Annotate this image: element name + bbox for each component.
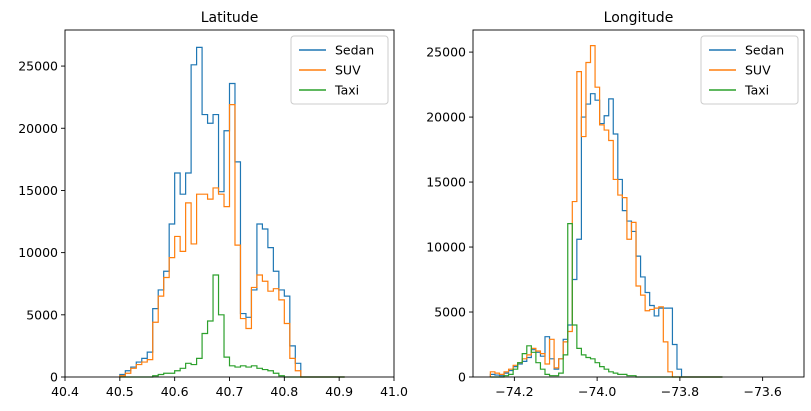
x-tick-label: −74.0 — [578, 384, 616, 399]
x-tick-label: 40.8 — [270, 384, 298, 399]
legend-label-taxi: Taxi — [334, 83, 359, 98]
x-tick-label: −73.6 — [743, 384, 781, 399]
legend-label-suv: SUV — [745, 63, 771, 78]
y-tick-label: 0 — [458, 370, 466, 385]
y-tick-label: 25000 — [426, 45, 466, 60]
y-tick-label: 5000 — [434, 305, 466, 320]
legend: Sedan SUV Taxi — [700, 35, 799, 105]
chart-title-longitude: Longitude — [604, 10, 674, 26]
x-tick-label: 40.9 — [325, 384, 353, 399]
legend-label-sedan: Sedan — [335, 43, 374, 58]
y-tick-label: 20000 — [426, 110, 466, 125]
x-tick-label: 40.5 — [106, 384, 134, 399]
x-tick-label: 40.7 — [216, 384, 244, 399]
longitude-chart: Longitude −74.2 −74.0 −73.8 −73.6 0 5000 10000… — [426, 10, 805, 399]
x-tick-label: 40.4 — [51, 384, 79, 399]
legend-label-taxi: Taxi — [744, 83, 769, 98]
y-tick-label: 10000 — [18, 245, 58, 260]
series-line-sedan — [489, 93, 723, 378]
x-tick-label: −74.2 — [495, 384, 533, 399]
legend: Sedan SUV Taxi — [290, 35, 389, 105]
y-tick-label: 10000 — [426, 240, 466, 255]
plot-frame — [472, 29, 805, 378]
y-tick-label: 20000 — [18, 121, 58, 136]
legend-label-suv: SUV — [335, 63, 361, 78]
chart-title-latitude: Latitude — [201, 10, 259, 26]
y-tick-label: 15000 — [426, 175, 466, 190]
latitude-chart: Latitude 40.4 40.5 40.6 40.7 40.8 40.9 41.0 0 50… — [18, 10, 408, 399]
y-tick-label: 0 — [50, 370, 58, 385]
x-tick-label: 41.0 — [380, 384, 408, 399]
legend-box — [700, 35, 799, 105]
y-tick-label: 15000 — [18, 183, 58, 198]
series-line-suv — [119, 104, 345, 378]
legend-box — [290, 35, 389, 105]
y-tick-label: 5000 — [26, 307, 58, 322]
legend-label-sedan: Sedan — [745, 43, 784, 58]
series-line-taxi — [490, 223, 723, 378]
x-tick-label: 40.6 — [161, 384, 189, 399]
series-line-taxi — [119, 274, 345, 378]
y-tick-label: 25000 — [18, 59, 58, 74]
x-tick-label: −73.8 — [661, 384, 699, 399]
series-line-suv — [489, 45, 723, 378]
